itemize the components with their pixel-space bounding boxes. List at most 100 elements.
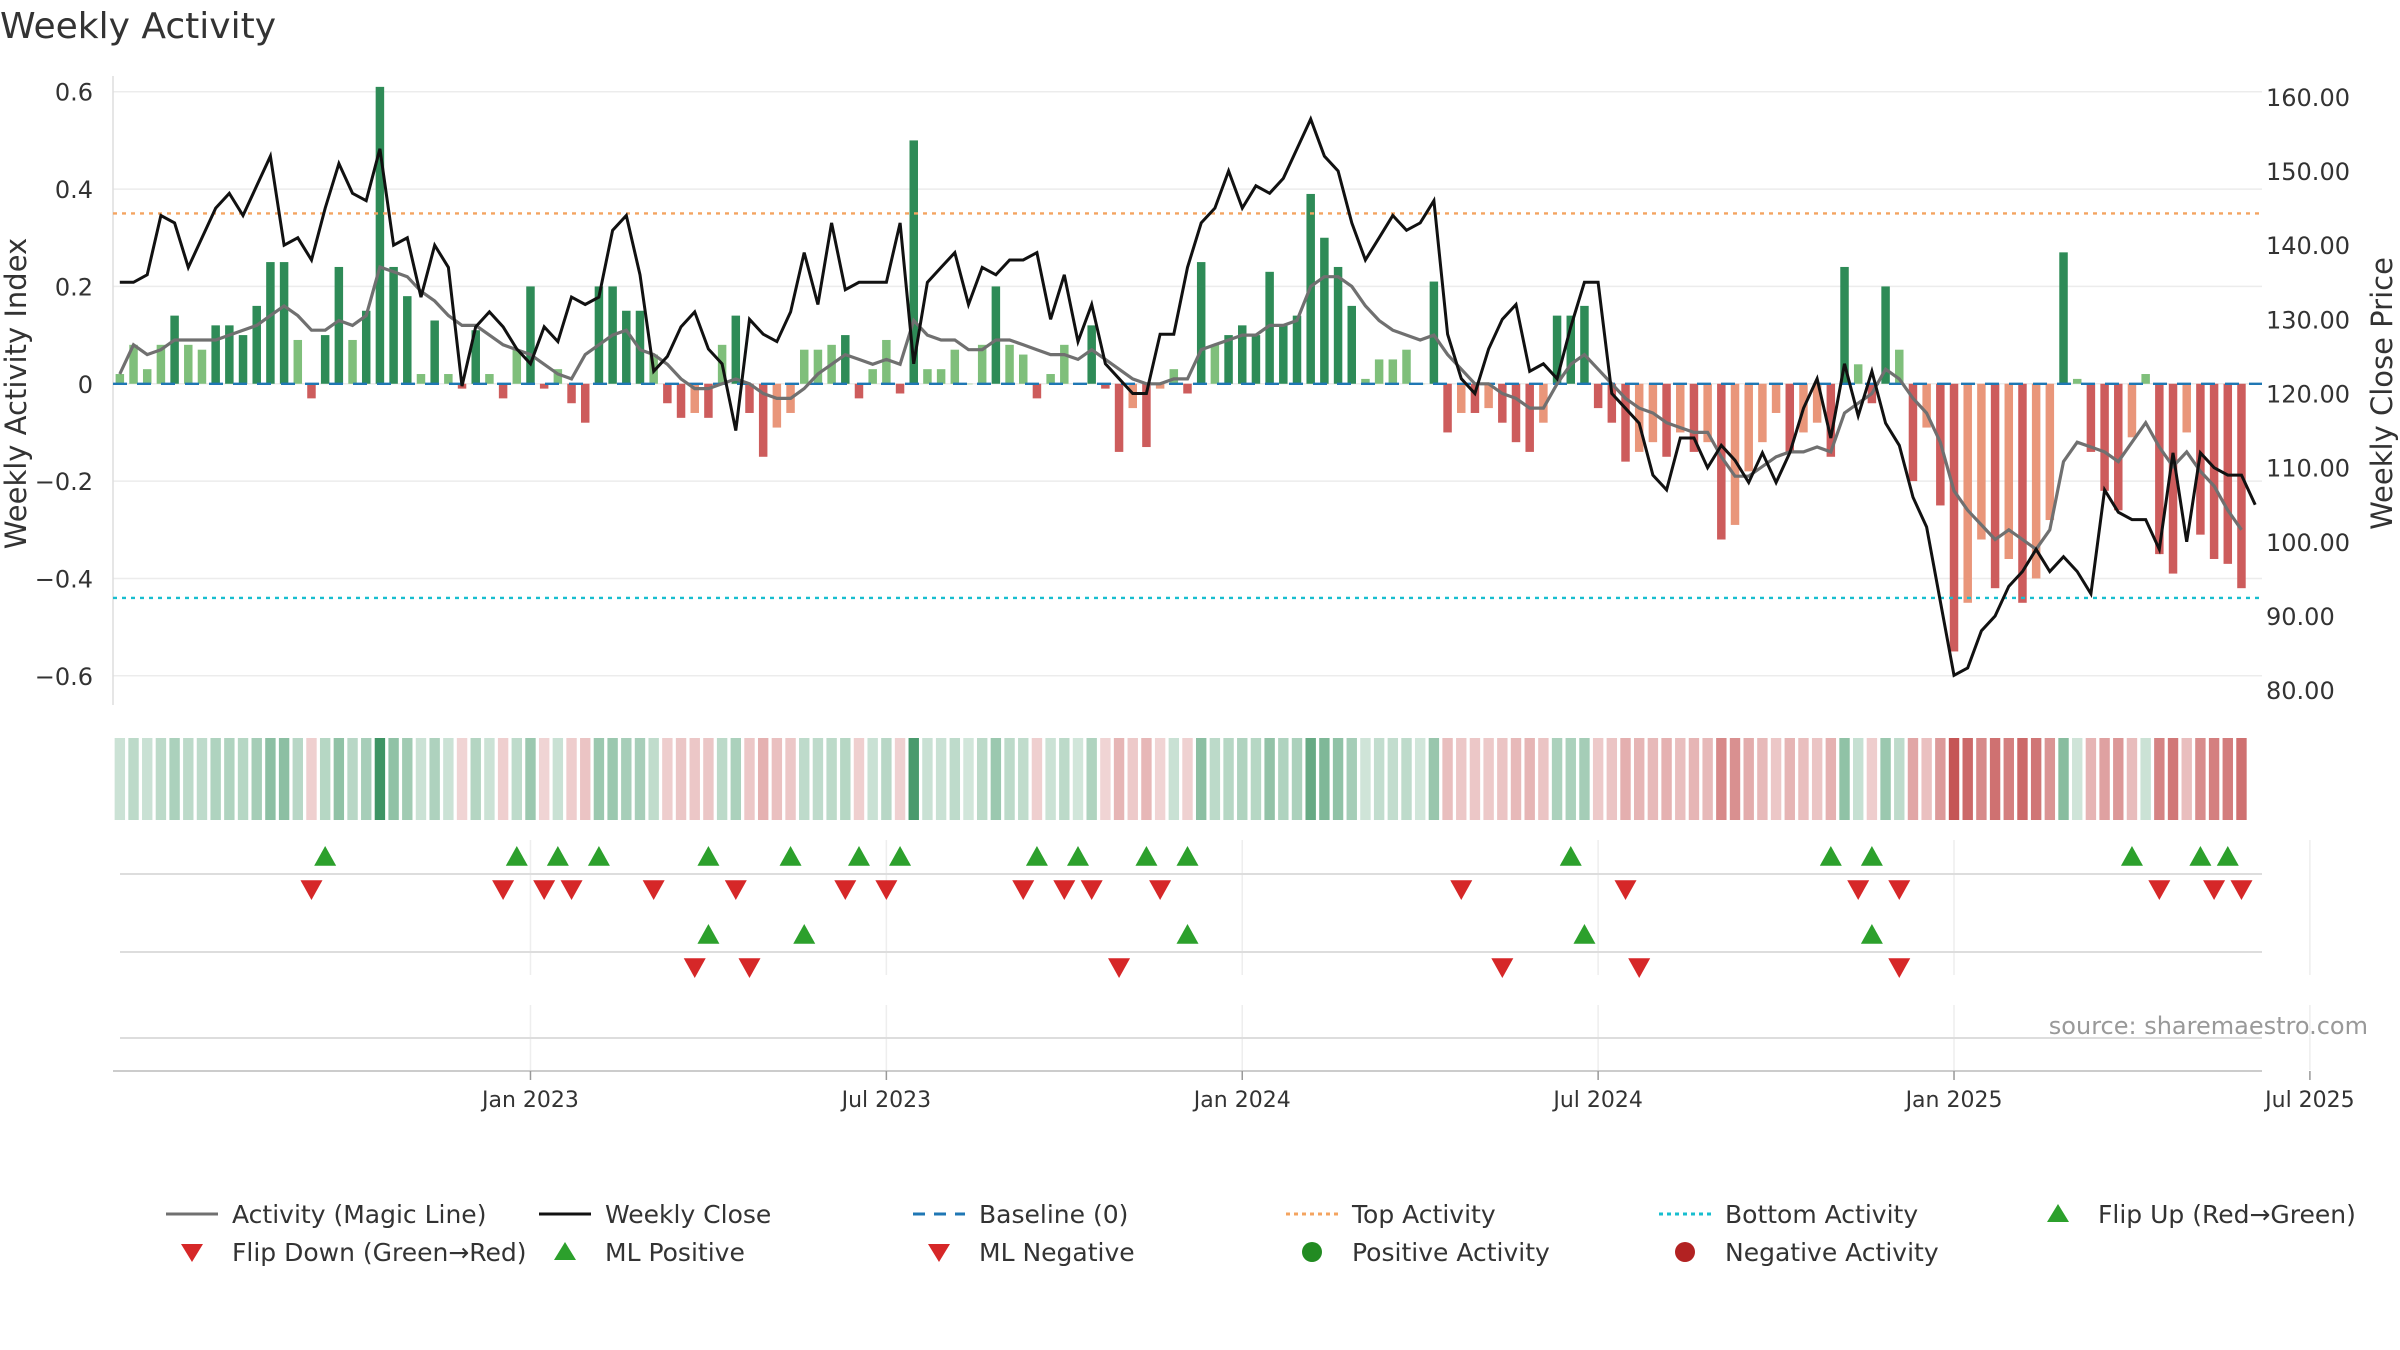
- heat-cell: [114, 738, 126, 820]
- activity-bar: [1224, 335, 1233, 384]
- heat-cell: [730, 738, 742, 820]
- heat-cell: [1469, 738, 1481, 820]
- heat-cell: [265, 738, 276, 820]
- y2-tick-label: 90.00: [2266, 603, 2335, 631]
- flip-up-marker: [779, 846, 802, 866]
- activity-bar: [1114, 383, 1124, 452]
- y2-tick-label: 160.00: [2266, 84, 2350, 112]
- heat-cell: [1168, 738, 1180, 820]
- activity-bar: [676, 383, 686, 418]
- heat-cell: [990, 738, 1002, 820]
- flip-down-marker: [1847, 880, 1870, 900]
- activity-bar: [2155, 383, 2164, 555]
- heat-cell: [361, 738, 372, 820]
- activity-bar: [430, 320, 439, 384]
- heat-cell: [1018, 738, 1029, 820]
- flip-up-marker: [1819, 846, 1842, 866]
- heat-cell: [1907, 738, 1919, 820]
- heat-cell: [1059, 738, 1070, 820]
- heat-cell: [237, 738, 249, 820]
- activity-bar: [1457, 383, 1466, 413]
- flip-up-marker: [587, 846, 610, 866]
- heat-cell: [1620, 738, 1631, 820]
- activity-bar: [882, 339, 891, 384]
- activity-bar: [252, 305, 261, 384]
- flip-down-marker: [1012, 880, 1035, 900]
- activity-bar: [334, 266, 344, 384]
- heat-cell: [2003, 738, 2014, 820]
- heat-cell: [1346, 738, 1357, 820]
- heat-cell: [1387, 738, 1399, 820]
- heat-cell: [689, 738, 700, 820]
- heat-cell: [2044, 738, 2056, 820]
- legend-dot-icon: [1675, 1242, 1695, 1262]
- legend-label: ML Positive: [605, 1237, 745, 1267]
- heat-cell: [1195, 738, 1207, 820]
- heat-cell: [1072, 738, 1084, 820]
- activity-bar: [1484, 383, 1493, 409]
- flip-up-marker: [505, 846, 528, 866]
- heat-cell: [894, 738, 906, 820]
- legend-swatch-icon: [533, 1196, 597, 1232]
- activity-bar: [841, 335, 850, 384]
- activity-bar: [184, 344, 193, 384]
- activity-bar: [1402, 349, 1411, 384]
- activity-bar: [1292, 315, 1302, 384]
- activity-bar: [2059, 252, 2068, 384]
- ml-positive-marker: [697, 924, 720, 944]
- legend-swatch-icon: [160, 1234, 224, 1270]
- activity-bar: [142, 369, 152, 384]
- heat-cell: [1757, 738, 1768, 820]
- activity-bar: [1347, 305, 1356, 384]
- activity-bar: [1087, 325, 1096, 384]
- y-tick-label: −0.6: [35, 663, 93, 691]
- activity-bar: [444, 374, 453, 384]
- activity-bar: [950, 349, 960, 384]
- heat-cell: [1866, 738, 1878, 820]
- y2-tick-label: 110.00: [2266, 455, 2350, 483]
- activity-bar: [1703, 383, 1712, 443]
- heat-cell: [648, 738, 659, 820]
- legend-triangle-up-icon: [554, 1242, 576, 1260]
- y2-tick-label: 100.00: [2266, 529, 2350, 557]
- activity-bar: [2168, 383, 2178, 574]
- heat-cell: [2099, 738, 2110, 820]
- heat-cell: [1921, 738, 1932, 820]
- ml-positive-marker: [793, 924, 816, 944]
- activity-bar: [1183, 383, 1192, 394]
- heat-cell: [1319, 738, 1330, 820]
- legend-item: Top Activity: [1280, 1196, 1496, 1232]
- legend-item: Activity (Magic Line): [160, 1196, 486, 1232]
- activity-bar: [813, 349, 823, 384]
- flip-up-marker: [2120, 846, 2143, 866]
- heat-cell: [963, 738, 974, 820]
- heat-cell: [1702, 738, 1713, 820]
- activity-bar: [1593, 383, 1603, 409]
- ml-positive-marker: [1860, 924, 1883, 944]
- x-tick-label: Jul 2024: [1551, 1088, 1643, 1113]
- heat-cell: [155, 738, 167, 820]
- flip-down-marker: [300, 880, 323, 900]
- flip-down-marker: [560, 880, 583, 900]
- heat-cell: [1524, 738, 1535, 820]
- heat-cell: [1045, 738, 1056, 820]
- flip-up-marker: [546, 846, 569, 866]
- heat-cell: [142, 738, 153, 820]
- ml-negative-marker: [683, 958, 706, 978]
- heat-cell: [1373, 738, 1385, 820]
- heat-cell: [1976, 738, 1987, 820]
- activity-bar: [1005, 344, 1014, 384]
- activity-bar: [991, 286, 1001, 384]
- activity-bar: [2018, 383, 2027, 603]
- activity-bar: [1196, 262, 1206, 384]
- heat-cell: [429, 738, 440, 820]
- heat-cell: [1839, 738, 1850, 820]
- activity-bar: [731, 315, 741, 384]
- heat-cell: [210, 738, 221, 820]
- y2-tick-label: 150.00: [2266, 158, 2350, 186]
- heat-cell: [1127, 738, 1138, 820]
- activity-bar: [553, 369, 563, 384]
- activity-bar: [225, 325, 234, 384]
- activity-bar: [416, 374, 426, 384]
- chart-title: Weekly Activity: [0, 6, 276, 47]
